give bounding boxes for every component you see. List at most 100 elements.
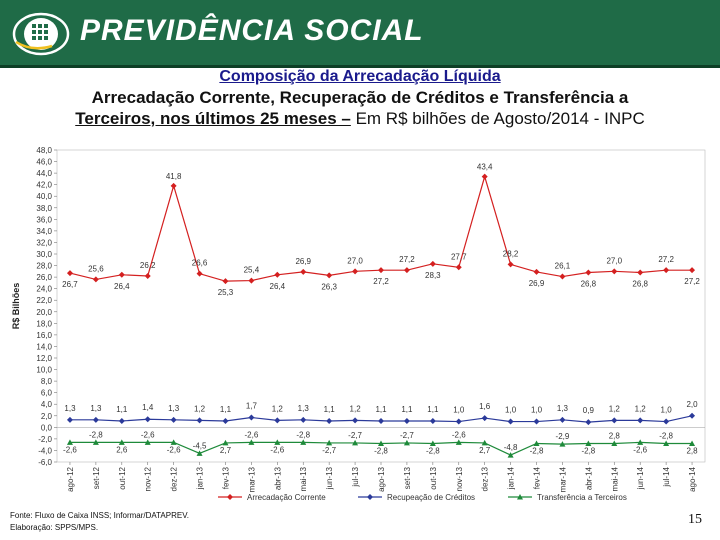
data-label: 1,0: [505, 406, 517, 415]
data-label: -2,8: [581, 447, 595, 456]
data-point: [378, 267, 384, 274]
data-label: 26,8: [632, 279, 648, 288]
x-tick-label: jan-13: [196, 466, 205, 490]
y-tick-label: 30,0: [36, 250, 52, 259]
x-tick-label: set-13: [403, 466, 412, 489]
legend-marker: [367, 494, 373, 500]
data-point: [403, 439, 410, 446]
data-point: [248, 277, 255, 284]
data-label: -2,6: [245, 430, 259, 439]
data-label: 0,9: [583, 406, 595, 415]
x-tick-label: fev-13: [221, 466, 230, 489]
data-point: [248, 414, 255, 421]
data-label: -2,6: [633, 445, 647, 454]
data-point: [378, 417, 384, 424]
data-point: [585, 269, 592, 276]
x-tick-label: mar-14: [558, 466, 567, 492]
data-point: [559, 273, 566, 280]
data-label: 2,8: [609, 432, 621, 441]
data-label: 2,8: [686, 447, 698, 456]
y-tick-label: 34,0: [36, 227, 52, 236]
data-point: [170, 182, 177, 189]
y-tick-label: 6,0: [41, 389, 53, 398]
data-label: 1,1: [324, 405, 336, 414]
data-point: [326, 417, 333, 424]
x-tick-label: jan-14: [507, 466, 516, 490]
data-point: [611, 440, 618, 447]
data-label: 26,9: [295, 257, 311, 266]
y-tick-label: 2,0: [41, 412, 53, 421]
data-point: [170, 416, 177, 423]
data-label: -2,9: [556, 432, 570, 441]
chart-subtitle-line2: Terceiros, nos últimos 25 meses – Em R$ …: [0, 109, 720, 129]
footer-elaboration: Elaboração: SPPS/MPS.: [10, 523, 99, 532]
x-tick-label: abr-13: [273, 466, 282, 490]
data-point: [92, 276, 99, 283]
data-point: [170, 439, 177, 445]
data-point: [144, 439, 151, 445]
data-label: 27,2: [684, 277, 700, 286]
y-tick-label: 42,0: [36, 181, 52, 190]
data-point: [507, 418, 514, 425]
y-tick-label: 18,0: [36, 319, 52, 328]
y-tick-label: 4,0: [41, 400, 53, 409]
data-point: [533, 440, 540, 447]
data-label: 1,1: [116, 405, 128, 414]
x-tick-label: jun-14: [636, 466, 645, 490]
data-point: [248, 439, 255, 445]
data-label: -2,6: [270, 445, 284, 454]
y-tick-label: -6,0: [38, 458, 52, 467]
x-tick-label: jul-13: [351, 466, 360, 487]
data-label: 1,1: [375, 405, 387, 414]
data-point: [533, 268, 540, 275]
legend-label: Transferência a Terceiros: [537, 493, 627, 502]
data-label: 1,0: [661, 406, 673, 415]
y-tick-label: 32,0: [36, 238, 52, 247]
data-label: -2,7: [322, 446, 336, 455]
data-label: 26,6: [192, 259, 208, 268]
series-line-1: [69, 174, 693, 282]
data-label: 1,2: [272, 404, 284, 413]
data-label: 26,1: [555, 262, 571, 271]
data-label: 1,2: [609, 404, 621, 413]
data-point: [300, 268, 307, 275]
data-point: [378, 440, 384, 447]
data-label: 1,1: [220, 405, 232, 414]
x-tick-label: jul-14: [662, 466, 671, 487]
data-label: 1,3: [298, 404, 310, 413]
data-label: -2,8: [89, 430, 103, 439]
data-label: 27,2: [373, 277, 389, 286]
chart-title: Composição da Arrecadação Líquida: [219, 68, 501, 85]
data-label: 26,3: [321, 282, 337, 291]
data-label: -2,8: [296, 430, 310, 439]
data-label: 2,0: [686, 400, 698, 409]
subtitle-unit-part: Em R$ bilhões de Agosto/2014 - INPC: [350, 109, 645, 128]
x-tick-label: out-12: [118, 466, 127, 489]
y-tick-label: 44,0: [36, 169, 52, 178]
data-point: [222, 439, 229, 446]
data-point: [144, 416, 151, 423]
data-point: [637, 439, 644, 445]
chart-subtitle-line1: Arrecadação Corrente, Recuperação de Cré…: [91, 88, 629, 107]
data-point: [611, 268, 618, 275]
data-point: [326, 272, 333, 279]
data-label: 26,7: [62, 280, 78, 289]
data-point: [507, 452, 514, 458]
legend-marker: [227, 494, 233, 500]
x-tick-label: ago-12: [66, 466, 75, 491]
data-label: 41,8: [166, 172, 182, 181]
data-label: 27,7: [451, 252, 467, 261]
header-stripe: [0, 65, 720, 68]
data-point: [429, 440, 436, 447]
data-label: 26,4: [114, 282, 130, 291]
data-label: 1,4: [142, 403, 154, 412]
data-label: 1,2: [194, 404, 206, 413]
x-tick-label: ago-13: [377, 466, 386, 491]
data-point: [118, 271, 125, 278]
y-tick-label: 24,0: [36, 285, 52, 294]
data-point: [637, 417, 644, 424]
data-point: [663, 267, 670, 274]
data-label: 1,0: [453, 406, 465, 415]
line-chart: 48,0 46,0 44,0 42,0 40,0 38,0 36,0 34,0 32,0 30,0…: [11, 146, 706, 502]
y-tick-label: 20,0: [36, 308, 52, 317]
